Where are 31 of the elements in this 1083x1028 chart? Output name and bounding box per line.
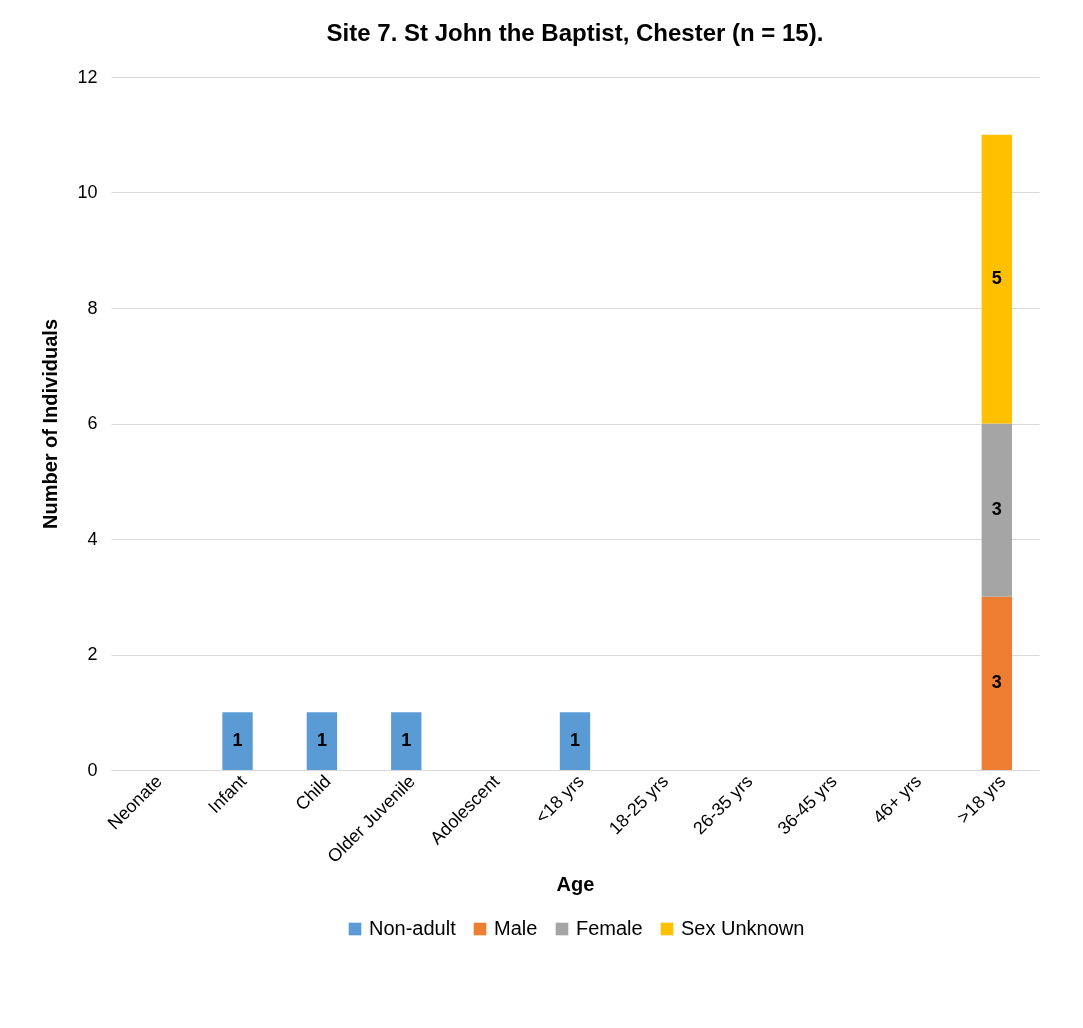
y-tick-label: 2 (87, 644, 98, 664)
data-label: 3 (991, 672, 1002, 693)
bar (391, 712, 422, 770)
x-axis-title: Age (556, 872, 595, 895)
legend-label: Female (576, 917, 643, 939)
data-label: 5 (991, 268, 1002, 289)
y-axis-title: Number of Individuals (39, 318, 62, 530)
legend-label: Non-adult (369, 917, 457, 939)
data-label: 1 (569, 730, 581, 751)
bar (559, 712, 591, 770)
chart-title: Site 7. St John the Baptist, Chester (n = 15). (326, 19, 824, 46)
data-label: 1 (232, 730, 243, 751)
data-label: 1 (316, 730, 327, 751)
bar (981, 596, 1012, 770)
bar (222, 712, 253, 770)
x-tick-label: 46+ yrs (868, 771, 926, 828)
y-tick-label: 8 (87, 297, 98, 318)
legend-label: Male (494, 917, 538, 939)
y-tick-label: 12 (77, 66, 98, 87)
x-tick-label: <18 yrs (531, 771, 588, 828)
x-tick-label: >18 yrs (953, 771, 1010, 828)
data-label: 3 (991, 499, 1002, 520)
bar (306, 712, 338, 770)
bar (981, 423, 1012, 597)
bar (981, 134, 1012, 424)
y-tick-label: 0 (87, 759, 98, 780)
y-tick-label: 4 (87, 528, 98, 549)
y-tick-label: 6 (87, 413, 98, 433)
data-label: 1 (401, 730, 412, 751)
legend-label: Sex Unknown (681, 917, 805, 939)
y-tick-label: 10 (77, 182, 98, 202)
